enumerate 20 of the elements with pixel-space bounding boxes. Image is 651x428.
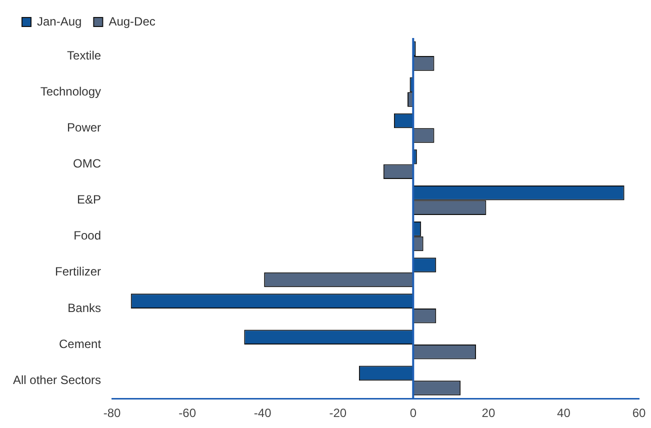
x-tick-label: -20 [329, 406, 347, 420]
x-tick-label: -80 [103, 406, 122, 420]
y-tick-label: All other Sectors [12, 372, 102, 387]
x-tick-label: -60 [178, 406, 196, 420]
x-tick-label: 0 [410, 406, 417, 420]
y-tick-label: Fertilizer [55, 264, 102, 279]
y-tick-label: Technology [40, 84, 102, 98]
y-tick-label: Banks [68, 300, 102, 315]
y-tick-label: Textile [67, 48, 102, 62]
x-tick-label: 60 [632, 406, 646, 420]
legend-label: Aug-Dec [108, 14, 156, 28]
y-tick-label: Power [67, 120, 102, 134]
legend-label: Jan-Aug [37, 14, 82, 28]
y-tick-label: E&P [77, 192, 102, 207]
x-tick-label: 40 [557, 406, 571, 420]
y-tick-label: Cement [59, 336, 102, 351]
y-tick-label: Food [74, 228, 102, 243]
x-tick-label: 20 [482, 406, 496, 420]
y-tick-label: OMC [73, 156, 102, 171]
x-tick-label: -40 [254, 406, 272, 420]
